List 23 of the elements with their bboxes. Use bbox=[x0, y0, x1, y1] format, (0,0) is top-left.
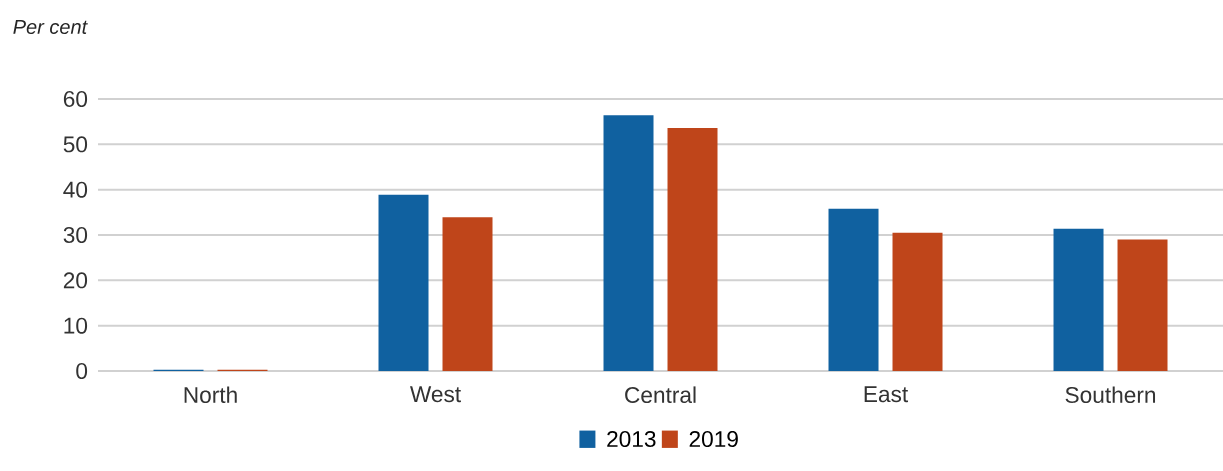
y-tick-label: 60 bbox=[63, 90, 88, 108]
y-tick-label: 50 bbox=[63, 136, 88, 153]
bar bbox=[892, 232, 943, 371]
y-tick-label: 0 bbox=[76, 362, 88, 380]
bar bbox=[1117, 239, 1168, 371]
legend-label: 2013 bbox=[607, 431, 656, 448]
y-tick-label: 40 bbox=[63, 181, 88, 198]
y-tick-label: 20 bbox=[63, 272, 88, 289]
bar bbox=[667, 128, 718, 371]
x-tick-label: West bbox=[410, 386, 461, 403]
bar bbox=[603, 115, 654, 371]
x-tick-label: North bbox=[184, 386, 237, 404]
bar bbox=[442, 217, 493, 371]
bar bbox=[378, 194, 429, 371]
y-tick-label: 10 bbox=[64, 317, 88, 334]
x-tick-label: Southern bbox=[1065, 386, 1156, 404]
bar bbox=[828, 208, 879, 371]
y-axis-title: Per cent bbox=[13, 20, 88, 34]
x-tick-label: East bbox=[864, 386, 909, 403]
x-tick-label: Central bbox=[625, 386, 696, 404]
bar bbox=[1053, 228, 1104, 371]
y-tick-label: 30 bbox=[63, 226, 88, 244]
legend-label: 2019 bbox=[689, 431, 738, 448]
